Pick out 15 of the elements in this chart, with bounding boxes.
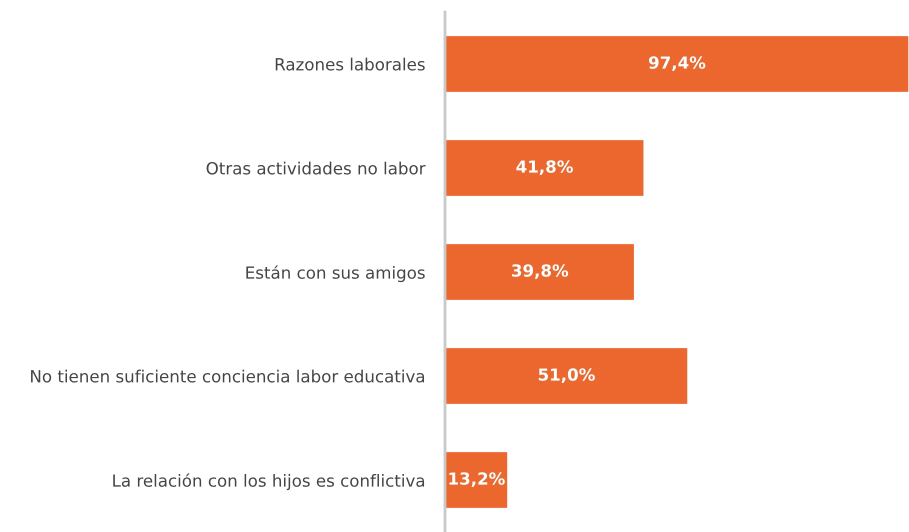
data-label: 51,0% (538, 368, 595, 383)
data-label: 39,8% (512, 264, 568, 279)
data-label: 97,4% (648, 56, 706, 71)
data-label: 13,2% (449, 472, 505, 487)
y-tick-label: No tienen suficiente conciencia labor educativa (31, 370, 424, 383)
y-tick-label: Están con sus amigos (246, 265, 425, 282)
bar (445, 346, 689, 406)
y-tick-label: La relación con los hijos es conflictiva (113, 473, 424, 490)
y-tick-label: Razones laborales (276, 58, 425, 71)
bar (445, 138, 645, 198)
bar (445, 34, 909, 94)
bar (445, 242, 636, 302)
bar (445, 450, 509, 510)
y-tick-label: Otras actividades no labor (206, 162, 426, 175)
data-label: 41,8% (516, 160, 573, 175)
